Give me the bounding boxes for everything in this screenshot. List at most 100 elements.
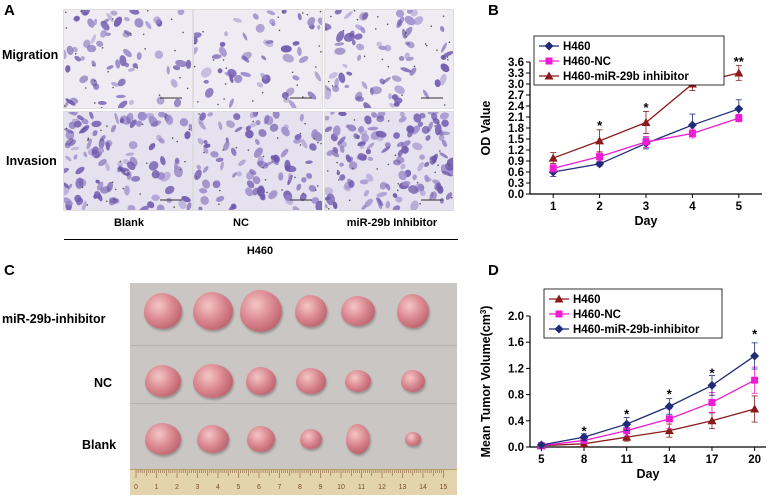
- stained-cell: [364, 115, 372, 125]
- stained-cell: [249, 112, 257, 119]
- micrograph-migration-2: [324, 9, 454, 109]
- membrane-pore: [170, 18, 173, 21]
- stained-cell: [198, 206, 203, 210]
- stained-cell: [375, 197, 384, 207]
- stained-cell: [202, 179, 211, 189]
- col-label-blank: Blank: [114, 217, 144, 229]
- stained-cell: [73, 15, 80, 22]
- stained-cell: [317, 17, 322, 25]
- row-label-invasion: Invasion: [6, 154, 57, 168]
- chart-d-significance-mark: *: [667, 387, 673, 402]
- stained-cell: [419, 112, 426, 119]
- stained-cell: [391, 75, 402, 82]
- stained-cell: [148, 116, 159, 127]
- chart-b-legend-label: H460-NC: [563, 56, 611, 68]
- stained-cell: [115, 59, 121, 69]
- stained-cell: [75, 166, 85, 175]
- membrane-pore: [106, 125, 108, 127]
- stained-cell: [364, 198, 373, 208]
- membrane-pore: [377, 16, 379, 18]
- chart-d-legend-label: H460-miR-29b-inhibitor: [573, 324, 700, 336]
- stained-cell: [125, 152, 135, 156]
- stained-cell: [256, 160, 269, 169]
- membrane-pore: [434, 125, 436, 127]
- stained-cell: [256, 185, 264, 194]
- stained-cell: [119, 118, 125, 124]
- membrane-pore: [363, 55, 366, 58]
- membrane-pore: [262, 155, 265, 158]
- chart-d-data-point: [622, 432, 632, 441]
- stained-cell: [439, 131, 451, 136]
- stained-cell: [334, 47, 346, 55]
- stained-cell: [401, 145, 409, 154]
- stained-cell: [124, 185, 130, 196]
- ruler-number: 3: [196, 484, 200, 491]
- membrane-pore: [326, 170, 329, 172]
- stained-cell: [282, 53, 294, 63]
- membrane-pore: [107, 70, 109, 73]
- stained-cell: [255, 120, 261, 126]
- stained-cell: [98, 159, 107, 167]
- chart-d-y-tick-label: 0.4: [508, 416, 525, 428]
- stained-cell: [371, 112, 378, 118]
- chart-d-x-tick-label: 5: [538, 454, 545, 466]
- membrane-pore: [381, 58, 384, 61]
- membrane-pore: [145, 162, 148, 165]
- stained-cell: [83, 39, 91, 48]
- chart-d-series-line-2: [541, 355, 755, 446]
- stained-cell: [272, 112, 280, 119]
- membrane-pore: [247, 149, 250, 151]
- chart-d-x-axis-label: Day: [637, 467, 660, 481]
- membrane-pore: [87, 138, 90, 141]
- stained-cell: [215, 197, 221, 202]
- stained-cell: [83, 151, 88, 158]
- stained-cell: [233, 113, 241, 121]
- stained-cell: [94, 191, 101, 199]
- stained-cell: [100, 20, 110, 31]
- chart-d-data-point: [750, 351, 760, 361]
- stained-cell: [332, 201, 338, 210]
- stained-cell: [395, 196, 403, 203]
- membrane-pore: [182, 31, 184, 34]
- membrane-pore: [113, 198, 115, 201]
- chart-d-legend-box: [543, 288, 723, 339]
- stained-cell: [419, 189, 426, 196]
- stained-cell: [160, 156, 166, 166]
- membrane-pore: [64, 105, 66, 107]
- membrane-pore: [351, 167, 354, 170]
- stained-cell: [434, 182, 442, 191]
- stained-cell: [81, 200, 87, 210]
- stained-cell: [325, 126, 333, 133]
- stained-cell: [440, 164, 448, 175]
- stained-cell: [392, 193, 398, 198]
- stained-cell: [442, 51, 453, 58]
- membrane-pore: [281, 189, 283, 191]
- stained-cell: [439, 152, 449, 159]
- stained-cell: [248, 122, 259, 128]
- membrane-pore: [92, 64, 94, 67]
- stained-cell: [90, 34, 97, 44]
- membrane-pore: [394, 154, 397, 157]
- membrane-pore: [316, 185, 319, 187]
- stained-cell: [207, 112, 213, 117]
- membrane-pore: [313, 137, 315, 140]
- membrane-pore: [87, 137, 90, 139]
- cell-texture: [325, 112, 453, 210]
- membrane-pore: [434, 160, 436, 162]
- stained-cell: [64, 100, 70, 108]
- membrane-pore: [111, 18, 114, 20]
- stained-cell: [164, 185, 175, 195]
- stained-cell: [343, 185, 351, 192]
- stained-cell: [148, 161, 159, 171]
- chart-d-data-point: [664, 401, 674, 411]
- stained-cell: [264, 115, 274, 126]
- chart-b-data-point: [688, 130, 696, 137]
- stained-cell: [117, 161, 123, 168]
- stained-cell: [203, 143, 211, 149]
- stained-cell: [131, 175, 141, 182]
- panel-letter-b: B: [488, 2, 499, 19]
- membrane-pore: [320, 142, 322, 145]
- stained-cell: [106, 12, 114, 23]
- stained-cell: [403, 26, 413, 37]
- stained-cell: [394, 85, 405, 95]
